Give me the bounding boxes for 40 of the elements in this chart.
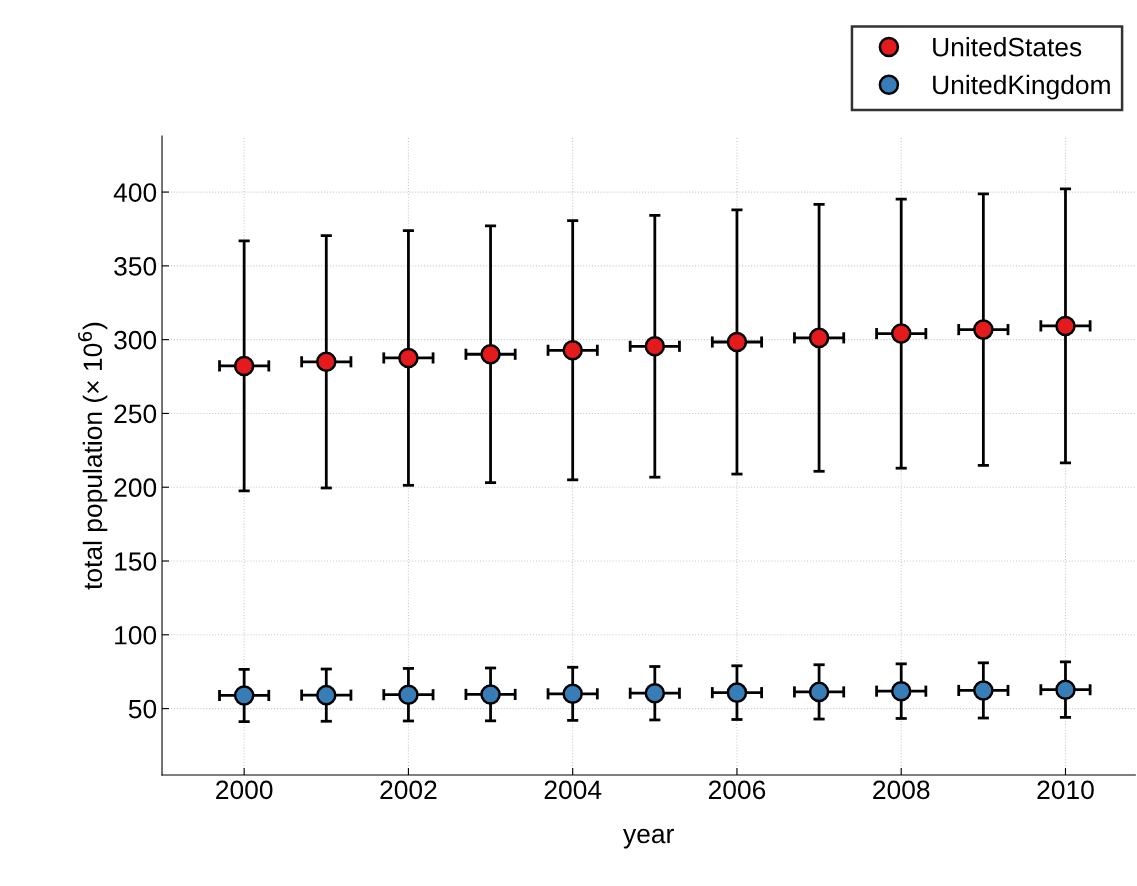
point (973, 319, 994, 340)
x-tick-label: 2010 (1037, 780, 1094, 800)
y-tick-label: 200 (114, 478, 157, 498)
point (398, 684, 419, 705)
x-tick-label: 2002 (380, 780, 437, 800)
point (480, 684, 501, 705)
legend-label: UnitedKingdom (933, 74, 1110, 100)
point (644, 336, 666, 357)
x-tick-label: 2004 (544, 780, 602, 800)
point (1055, 315, 1076, 337)
point (644, 682, 666, 704)
y-axis-title: total population (× 10$^{6}$) (78, 322, 108, 590)
y-tick-label: 100 (115, 625, 157, 645)
point (726, 331, 748, 353)
point (562, 340, 583, 361)
point (808, 327, 830, 349)
point (890, 323, 912, 344)
x-tick-label: 2006 (708, 780, 766, 800)
y-tick-label: 250 (114, 404, 157, 424)
point (233, 355, 255, 377)
legend-label: UnitedStates (933, 37, 1082, 57)
x-axis-title: year (623, 828, 674, 849)
point (316, 351, 337, 373)
x-tick-label: 2000 (216, 780, 273, 800)
y-tick-label: 350 (114, 257, 157, 276)
point (398, 347, 419, 369)
point (233, 685, 255, 706)
point (1055, 679, 1076, 700)
y-tick-label: 300 (114, 330, 157, 350)
point (726, 682, 748, 703)
point (562, 683, 583, 705)
point (973, 680, 994, 701)
point (316, 684, 337, 706)
point (808, 681, 830, 703)
x-tick-label: 2008 (873, 780, 930, 800)
point (480, 343, 501, 365)
y-tick-label: 50 (128, 699, 157, 719)
y-tick-label: 400 (113, 183, 157, 202)
point (890, 680, 912, 702)
y-tick-label: 150 (115, 552, 157, 571)
